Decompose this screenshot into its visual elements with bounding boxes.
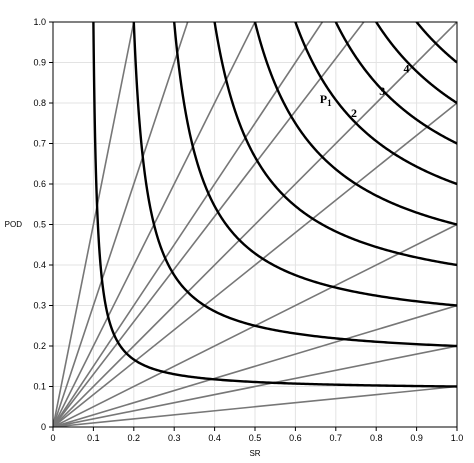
x-tick-label: 0.9 (410, 433, 423, 443)
x-tick-label: 0.3 (168, 433, 181, 443)
y-tick-label: 0.2 (33, 341, 46, 351)
y-tick-label: 0.1 (33, 382, 46, 392)
csi-curve (213, 22, 457, 267)
y-tick-label: 0.5 (33, 220, 46, 230)
csi-curve (92, 22, 457, 388)
csi-curve (375, 22, 457, 105)
bias-line (53, 385, 457, 427)
bias-line (53, 22, 365, 427)
y-tick-label: 0.4 (33, 260, 46, 270)
csi-curve (415, 22, 457, 64)
bias-line (53, 304, 457, 427)
bias-line (53, 22, 189, 427)
x-axis-label: SR (249, 449, 260, 458)
csi-curve (334, 22, 457, 145)
annotation-label: 3 (379, 84, 385, 98)
csi-curve (173, 22, 457, 307)
annotation-label: 4 (404, 62, 410, 76)
csi-curve (253, 22, 457, 226)
y-tick-label: 1.0 (33, 17, 46, 27)
y-tick-label: 0.9 (33, 58, 46, 68)
x-tick-label: 1.0 (451, 433, 464, 443)
bias-line (53, 22, 457, 427)
y-tick-label: 0.7 (33, 139, 46, 149)
x-axis: 0 0.1 0.2 0.3 0.4 0.5 0.6 0.7 0.8 0.9 1.0 (50, 427, 463, 443)
bias-line (53, 22, 135, 427)
x-tick-label: 0.1 (87, 433, 100, 443)
x-tick-label: 0.7 (330, 433, 343, 443)
x-tick-label: 0.4 (208, 433, 221, 443)
x-tick-label: 0.8 (370, 433, 383, 443)
x-tick-label: 0.5 (249, 433, 262, 443)
csi-curves (92, 22, 457, 388)
csi-curve (294, 22, 457, 186)
x-tick-label: 0.2 (128, 433, 141, 443)
y-tick-label: 0.8 (33, 98, 46, 108)
bias-line (53, 345, 457, 427)
y-axis: 0 0.1 0.2 0.3 0.4 0.5 0.6 0.7 0.8 0.9 1.0 (33, 17, 53, 432)
y-tick-label: 0.3 (33, 301, 46, 311)
y-tick-label: 0 (41, 422, 46, 432)
x-tick-label: 0 (50, 433, 55, 443)
x-tick-label: 0.6 (289, 433, 302, 443)
y-axis-label: POD (5, 220, 23, 229)
bias-line (53, 102, 457, 427)
csi-curve (132, 22, 457, 348)
annotation-label: 2 (351, 106, 357, 120)
annotation-subscript: 1 (327, 98, 332, 108)
y-tick-label: 0.6 (33, 179, 46, 189)
